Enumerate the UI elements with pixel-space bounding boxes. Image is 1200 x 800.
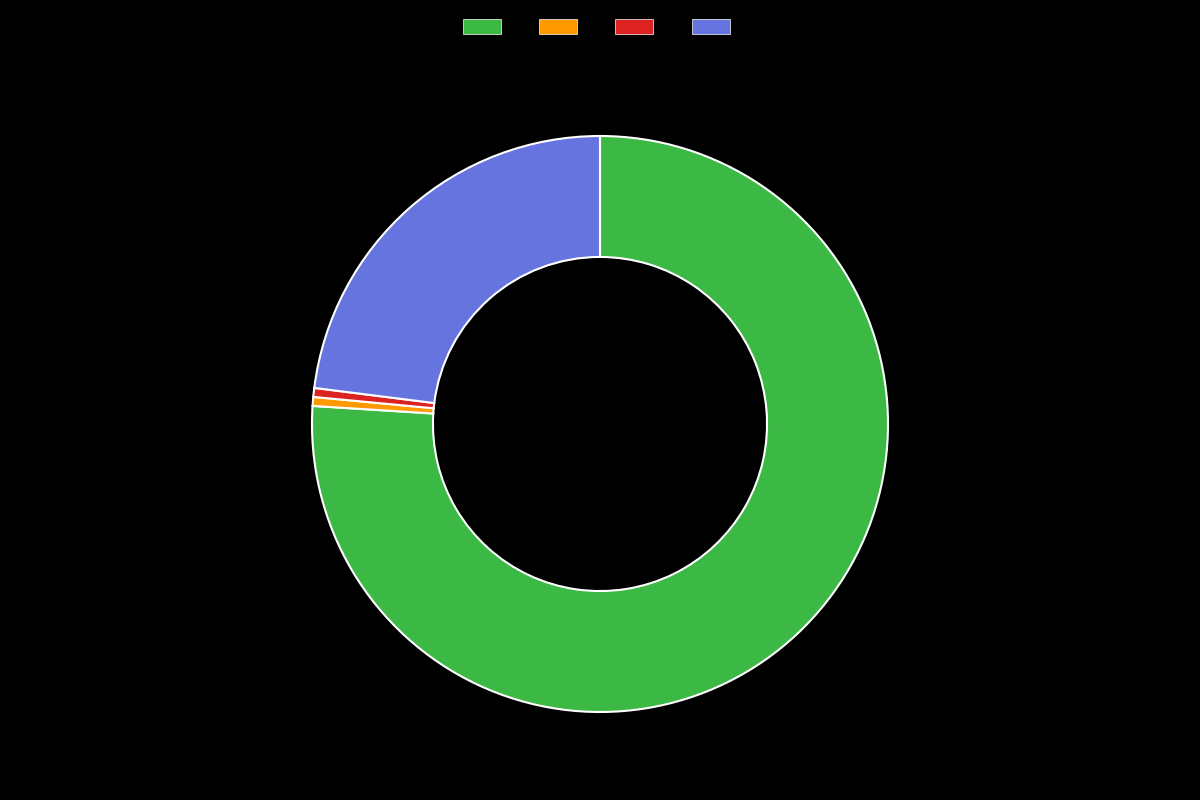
Wedge shape <box>312 136 888 712</box>
Legend: , , , : , , , <box>458 14 742 39</box>
Wedge shape <box>312 397 433 414</box>
Wedge shape <box>314 136 600 403</box>
Wedge shape <box>313 388 434 408</box>
